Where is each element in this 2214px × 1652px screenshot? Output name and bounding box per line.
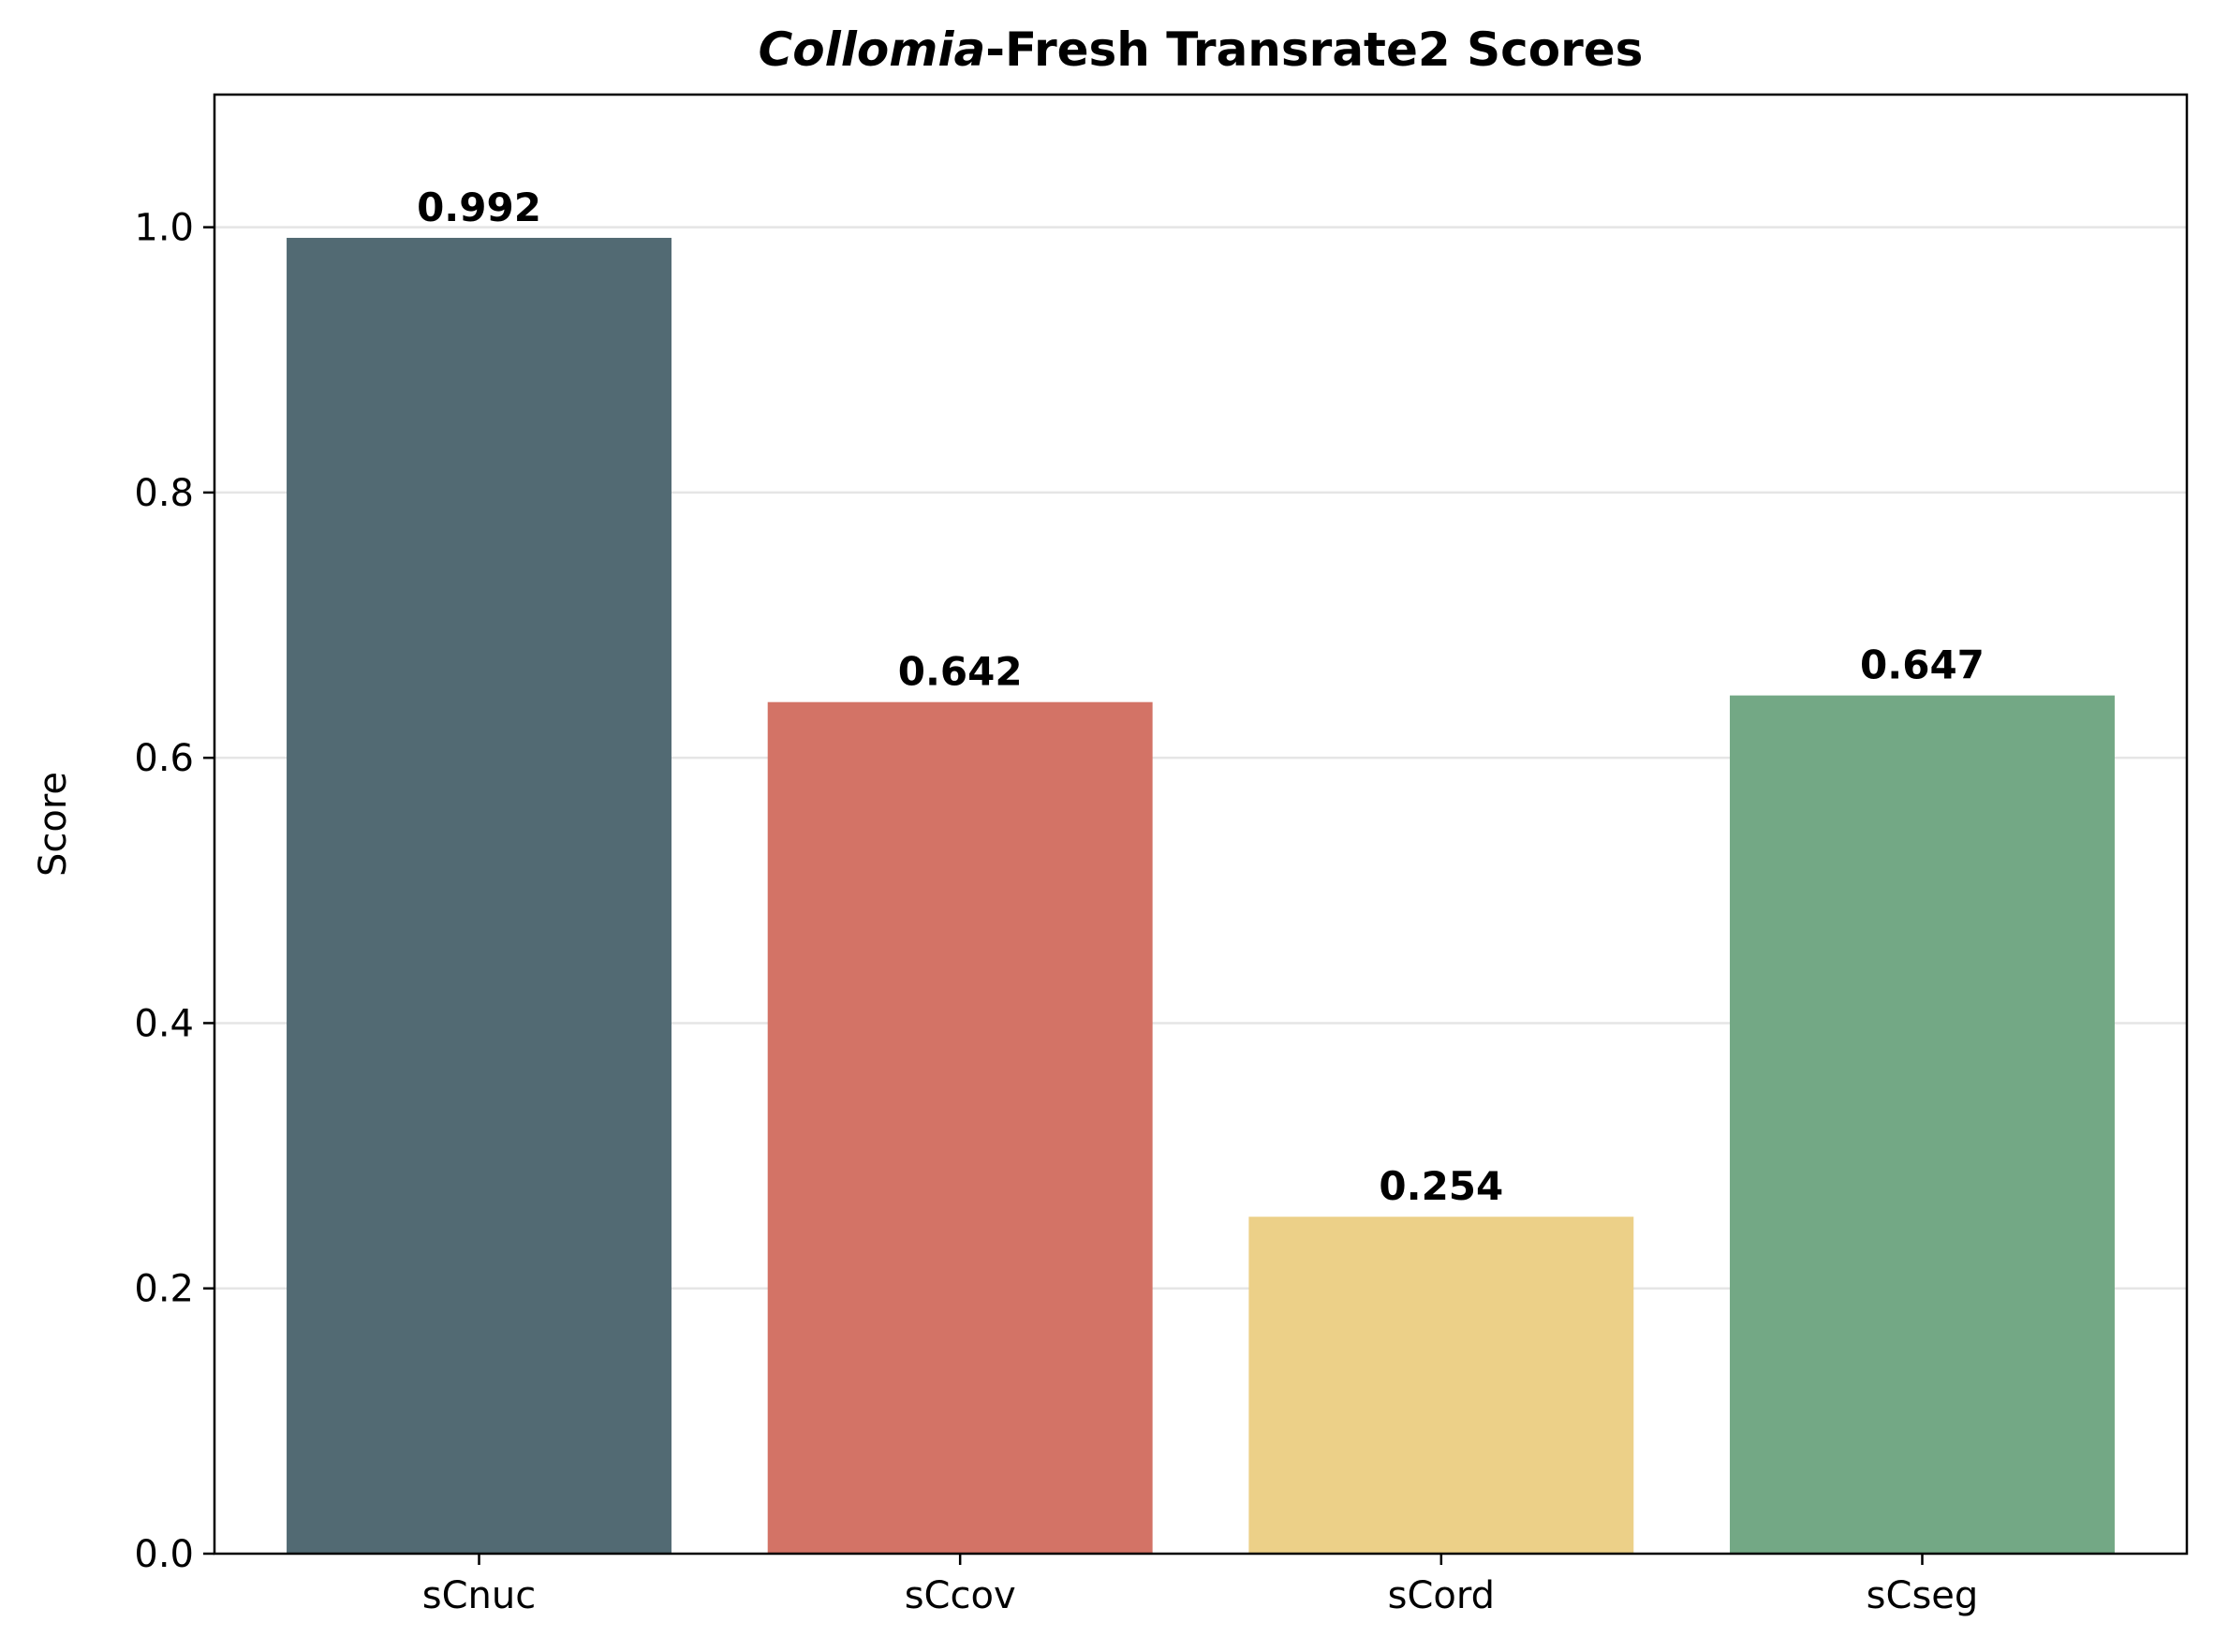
x-tick-label: sCnuc bbox=[422, 1574, 536, 1617]
chart-title: Collomia-Fresh Transrate2 Scores bbox=[759, 22, 1644, 77]
data-label-sCseg: 0.647 bbox=[1860, 642, 1985, 688]
y-axis-label: Score bbox=[32, 772, 75, 877]
y-tick-label: 0.0 bbox=[134, 1533, 194, 1576]
bar-sCcov bbox=[767, 701, 1153, 1554]
bar-sCord bbox=[1248, 1217, 1634, 1554]
data-label-sCord: 0.254 bbox=[1379, 1163, 1503, 1209]
plot-frame bbox=[213, 93, 2189, 1556]
chart-title-italic: Collomia bbox=[759, 22, 986, 77]
x-axis: sCnuc sCcov sCord sCseg bbox=[422, 1554, 1979, 1617]
x-tick-label: sCcov bbox=[905, 1574, 1016, 1617]
chart-title-rest: -Fresh Transrate2 Scores bbox=[985, 22, 1643, 77]
y-tick-label: 1.0 bbox=[134, 207, 194, 250]
data-label-sCnuc: 0.992 bbox=[417, 184, 541, 230]
y-tick-label: 0.4 bbox=[134, 1002, 194, 1045]
bar-sCnuc bbox=[287, 237, 672, 1554]
data-labels: 0.992 0.642 0.254 0.647 bbox=[417, 184, 1985, 1209]
y-tick-label: 0.8 bbox=[134, 472, 194, 515]
x-tick-label: sCord bbox=[1388, 1574, 1495, 1617]
bars bbox=[287, 237, 2115, 1554]
data-label-sCcov: 0.642 bbox=[898, 649, 1023, 695]
bar-sCseg bbox=[1730, 695, 2115, 1554]
y-axis: 0.0 0.2 0.4 0.6 0.8 1.0 bbox=[134, 207, 214, 1576]
y-tick-label: 0.6 bbox=[134, 737, 194, 780]
x-tick-label: sCseg bbox=[1867, 1574, 1979, 1617]
y-tick-label: 0.2 bbox=[134, 1268, 194, 1311]
